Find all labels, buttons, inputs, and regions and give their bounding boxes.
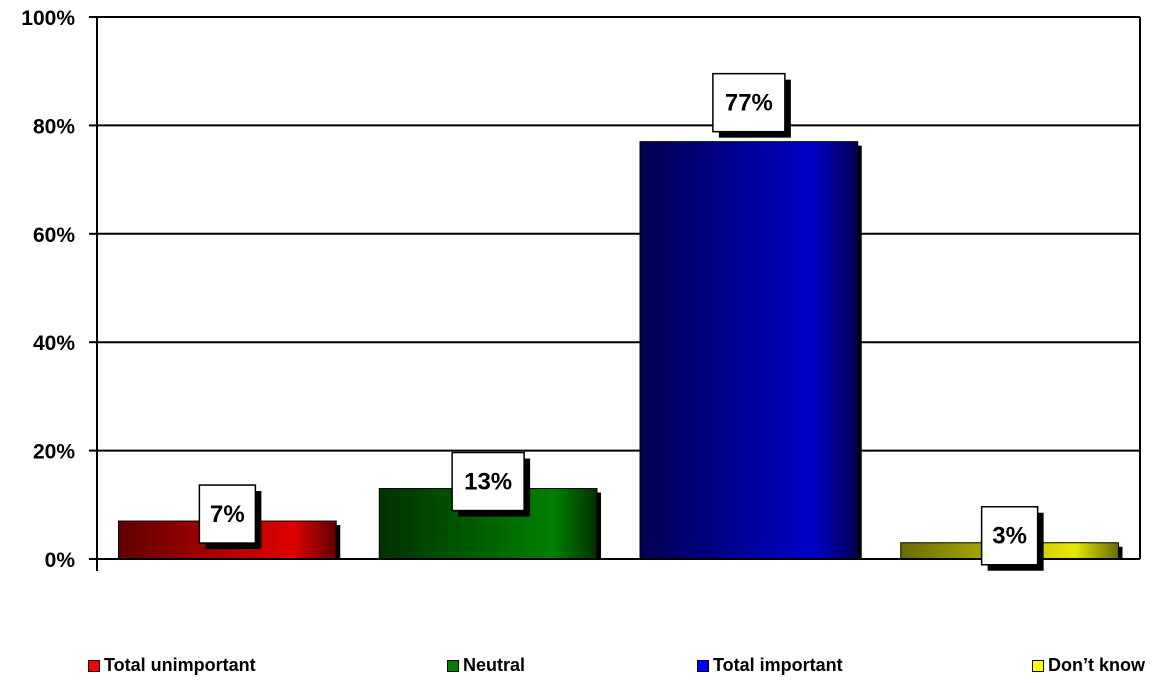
legend-swatch-red (88, 659, 100, 672)
y-tick-label: 100% (21, 7, 75, 30)
legend-label: Total unimportant (104, 655, 256, 675)
data-labels: 7% 13% 77% 3% (198, 72, 1044, 571)
legend-swatch-green (447, 659, 459, 672)
legend-item-total-important: Total important (697, 655, 843, 676)
data-label: 3% (992, 523, 1027, 550)
data-label-box (712, 72, 786, 133)
legend-swatch-blue (697, 659, 709, 672)
legend-label: Total important (713, 655, 843, 675)
y-tick-label: 20% (33, 441, 75, 464)
bar-chart: 0% 20% 40% 60% 80% 100% 7% 13% 77% 3% (21, 7, 1141, 572)
y-tick-label: 80% (33, 115, 75, 138)
data-label-box (198, 484, 257, 544)
legend: Total unimportant Neutral Total importan… (0, 655, 1173, 679)
gridlines (97, 16, 1140, 452)
legend-item-neutral: Neutral (447, 655, 525, 676)
data-label: 7% (210, 501, 245, 528)
axes (96, 17, 1141, 571)
legend-label: Neutral (463, 655, 526, 675)
data-label: 77% (725, 90, 773, 117)
bars (118, 141, 1123, 560)
legend-swatch-yellow (1032, 659, 1044, 672)
legend-item-dont-know: Don’t know (1032, 655, 1145, 676)
y-tick-label: 0% (45, 549, 76, 572)
data-label: 13% (464, 469, 512, 496)
data-label-box (980, 505, 1039, 566)
y-axis-ticks: 0% 20% 40% 60% 80% 100% (21, 7, 97, 572)
legend-label: Don’t know (1048, 655, 1145, 675)
bar (639, 141, 859, 560)
legend-item-total-unimportant: Total unimportant (88, 655, 256, 676)
y-tick-label: 40% (33, 332, 75, 355)
y-tick-label: 60% (33, 224, 75, 247)
data-label-box (451, 451, 525, 512)
